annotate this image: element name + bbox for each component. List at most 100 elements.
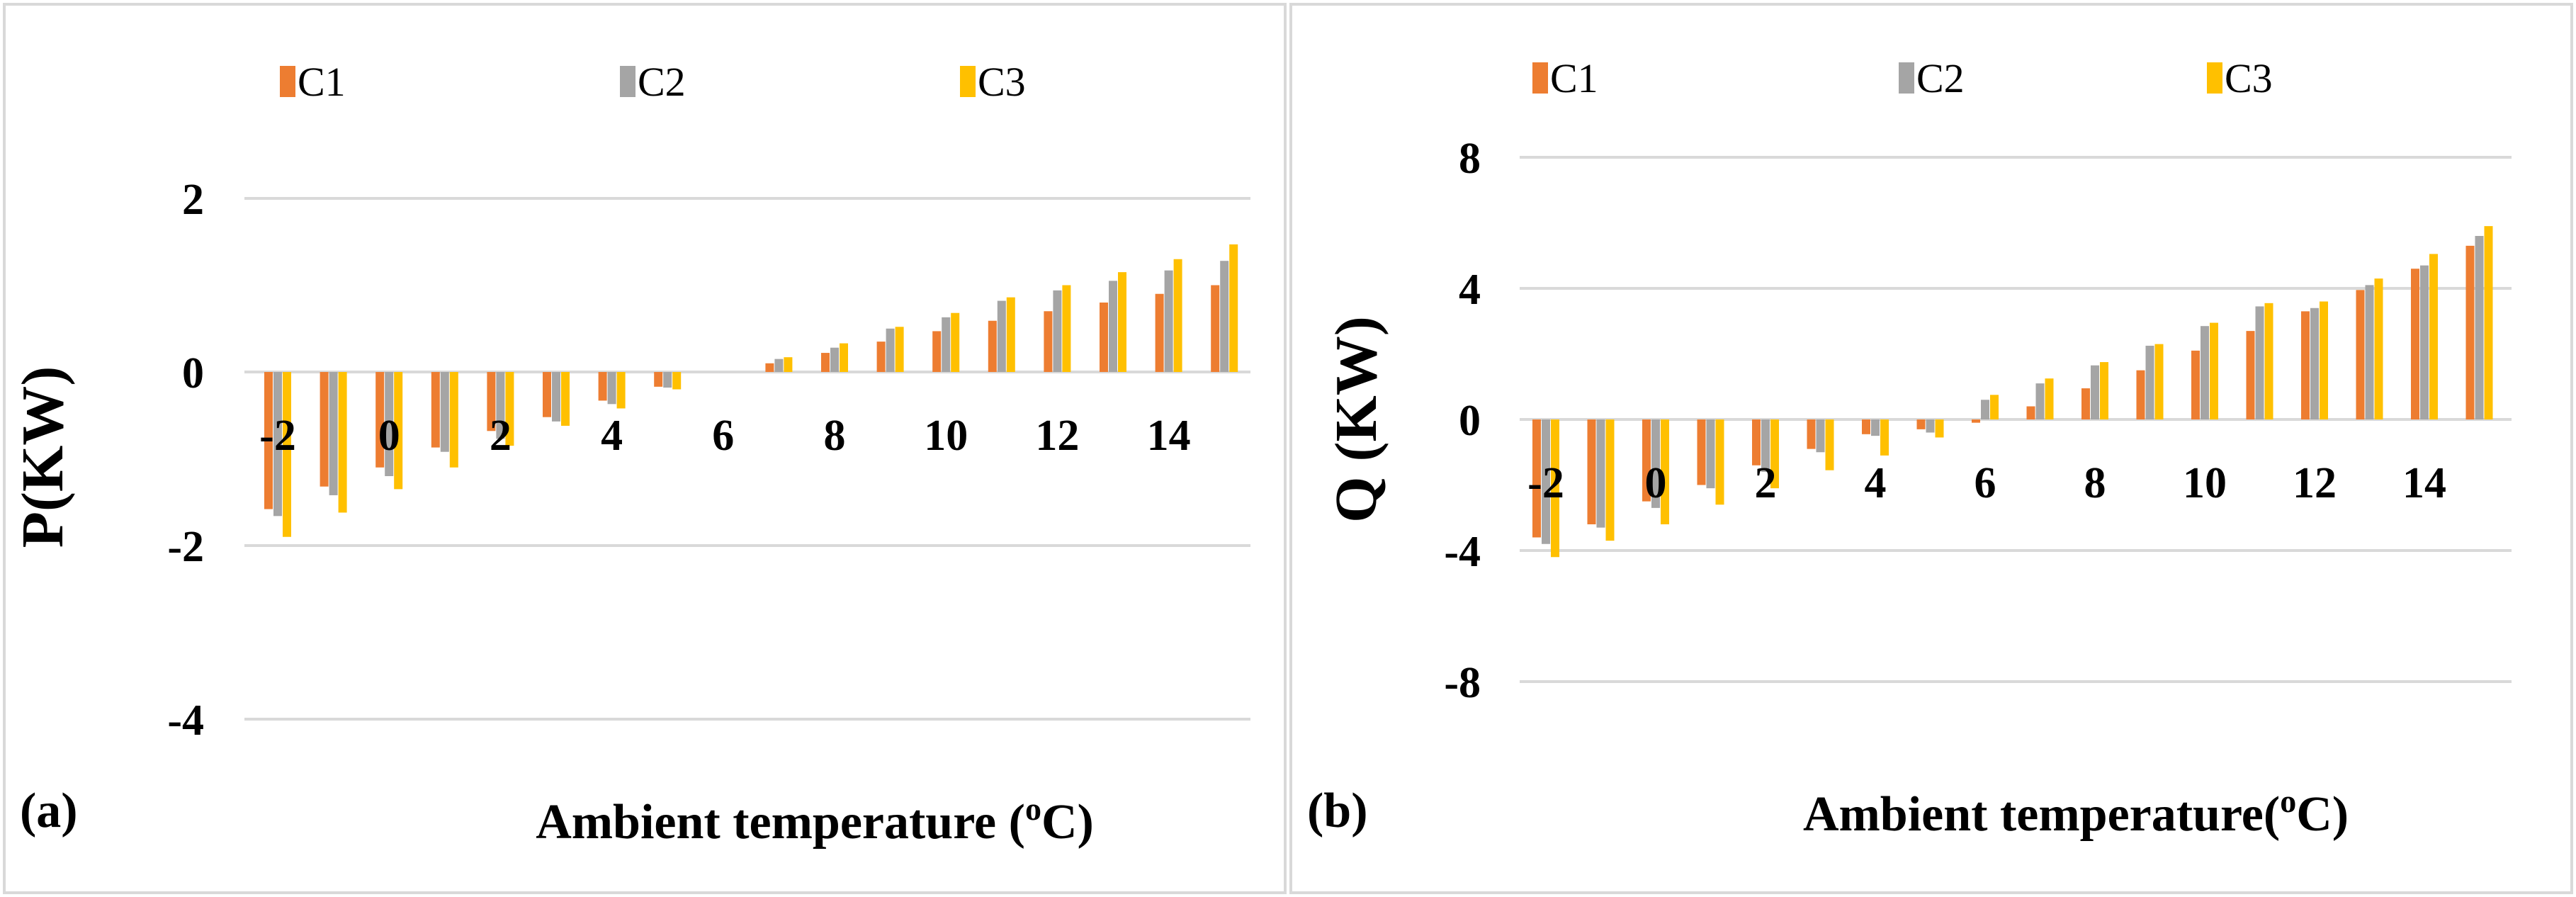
bar-c2 [830, 347, 839, 372]
bar-c1 [1532, 419, 1541, 538]
bar-c1 [2301, 311, 2310, 419]
y-tick-label: -4 [1444, 528, 1481, 576]
legend-label-c2: C2 [638, 59, 686, 105]
legend-swatch-c1 [280, 66, 295, 97]
x-tick-label: 4 [601, 412, 623, 460]
x-tick-label: 14 [1147, 412, 1191, 460]
bar-c2 [1926, 419, 1935, 433]
bar-c3 [672, 372, 682, 390]
bar-c3 [283, 372, 291, 537]
panel-label: (a) [20, 784, 78, 838]
bar-c1 [1587, 419, 1596, 524]
y-tick-label: 0 [1459, 397, 1481, 445]
y-tick-label: 0 [182, 349, 204, 397]
bar-c3 [1551, 419, 1559, 558]
bar-c2 [2145, 345, 2154, 419]
bar-c3 [394, 372, 403, 490]
legend-label-c1: C1 [1550, 55, 1598, 101]
bar-c3 [1062, 285, 1071, 372]
bar-c1 [1862, 419, 1870, 434]
bar-c3 [1605, 419, 1615, 541]
bar-c2 [1220, 261, 1229, 372]
bar-c3 [1715, 419, 1724, 505]
bar-c1 [1916, 419, 1926, 429]
legend-swatch-c2 [620, 66, 635, 97]
bar-c3 [1825, 419, 1834, 470]
bar-c1 [598, 372, 607, 401]
bar-c1 [264, 372, 273, 509]
bar-c1 [1972, 419, 1980, 423]
bar-c1 [1100, 303, 1108, 372]
bar-c3 [1118, 272, 1126, 372]
y-tick-label: 4 [1459, 266, 1481, 314]
y-axis-label: P(KW) [10, 366, 76, 548]
bar-c3 [1880, 419, 1889, 456]
bar-c3 [2210, 322, 2218, 419]
legend-label-c3: C3 [978, 59, 1026, 105]
x-axis-label-suffix: C) [1041, 795, 1094, 850]
y-tick-label: 2 [182, 176, 204, 224]
x-axis-label: Ambient temperature (oC) [536, 791, 1094, 850]
x-tick-label: 10 [2183, 459, 2227, 507]
bar-c2 [1542, 419, 1550, 544]
bar-c1 [1807, 419, 1816, 449]
bar-c2 [1053, 290, 1062, 372]
bar-c3 [840, 343, 848, 372]
x-tick-label: 12 [1035, 412, 1079, 460]
bar-c3 [2154, 344, 2164, 419]
bar-c2 [2201, 326, 2209, 419]
bar-c3 [1229, 244, 1238, 372]
bar-c1 [2465, 245, 2475, 419]
bar-c3 [561, 372, 570, 426]
bar-c1 [1642, 419, 1651, 502]
bar-c3 [1661, 419, 1669, 524]
bar-c2 [1706, 419, 1715, 489]
bar-c2 [2310, 308, 2319, 419]
bar-c1 [431, 372, 440, 448]
bar-c2 [329, 372, 338, 495]
legend-label-c2: C2 [1916, 55, 1965, 101]
bar-c1 [1752, 419, 1761, 466]
legend-swatch-c3 [960, 66, 976, 97]
y-tick-label: 8 [1459, 135, 1481, 183]
y-tick-label: -8 [1444, 659, 1481, 707]
bar-c2 [385, 372, 394, 476]
x-axis-label: Ambient temperature(oC) [1803, 783, 2349, 842]
legend-swatch-c2 [1899, 62, 1914, 94]
x-tick-label: 2 [490, 412, 512, 460]
x-tick-label: 6 [1975, 459, 1996, 507]
bar-c2 [607, 372, 616, 405]
bar-c2 [2475, 236, 2484, 419]
bar-c1 [932, 331, 942, 372]
bar-c3 [784, 357, 793, 372]
panel-b-frame [1289, 3, 2573, 894]
x-axis-label-superscript: o [1025, 791, 1041, 827]
bar-c1 [765, 363, 774, 372]
bar-c2 [1651, 419, 1660, 508]
legend-swatch-c3 [2207, 62, 2222, 94]
bar-c3 [505, 372, 514, 446]
bar-c2 [1164, 270, 1173, 372]
bar-c3 [951, 312, 960, 372]
x-tick-label: 8 [824, 412, 846, 460]
x-tick-label: 12 [2293, 459, 2337, 507]
bar-c1 [375, 372, 385, 468]
legend-swatch-c1 [1532, 62, 1548, 94]
bar-c2 [2035, 383, 2045, 419]
y-axis-label: Q (KW) [1323, 316, 1389, 523]
bar-c2 [663, 372, 672, 388]
bar-c1 [1697, 419, 1706, 485]
bar-c3 [1990, 395, 1999, 419]
bar-c2 [496, 372, 505, 439]
bar-c2 [273, 372, 282, 517]
panel-a-chart: 2 0 -2 -4 -2 0 2 4 6 8 10 12 14 P(KW) C1 C2 C3 (a) Ambient… [10, 59, 1250, 850]
bar-c1 [2191, 350, 2200, 419]
y-tick-label: -2 [167, 523, 204, 571]
bar-c3 [2045, 378, 2054, 419]
bar-c3 [895, 327, 904, 372]
bar-c2 [1109, 281, 1117, 372]
bar-c3 [1173, 259, 1182, 372]
bar-c3 [2429, 254, 2438, 419]
x-axis-label-superscript: o [2280, 783, 2296, 819]
bar-c2 [774, 359, 784, 372]
